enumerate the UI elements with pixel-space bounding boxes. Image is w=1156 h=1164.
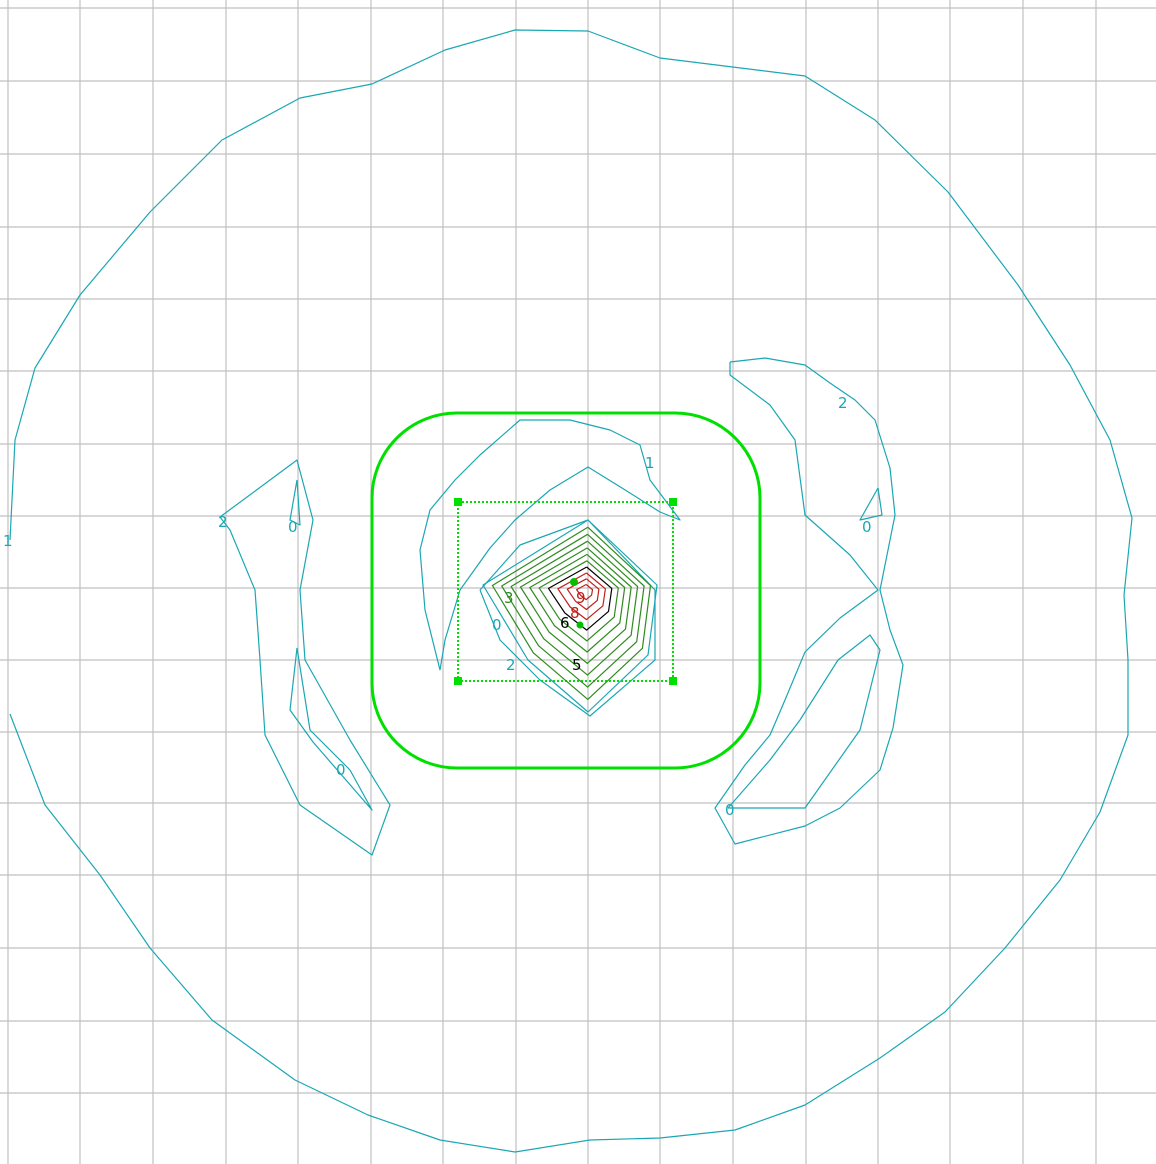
peak-contour-ring — [491, 526, 652, 701]
left-crescent-contour — [219, 459, 391, 856]
contour-labels: 1 2 0 0 1 2 0 0 3 0 2 5 6 9 8 — [3, 394, 872, 819]
right-inner-loop — [727, 634, 881, 809]
secondary-marker[interactable] — [576, 621, 584, 629]
label-1-center: 1 — [645, 454, 655, 472]
label-0-right-bottom: 0 — [725, 801, 735, 819]
peak-contour-ring — [482, 519, 658, 713]
peak-contour-ring — [538, 560, 619, 642]
outer-contour — [9, 29, 1133, 1153]
peak-contour-ring — [519, 547, 632, 665]
label-1-left: 1 — [3, 532, 13, 550]
selection-handle-top-left[interactable] — [454, 498, 462, 506]
peak-contour-ring — [501, 533, 645, 688]
peak-contour-ring — [557, 572, 607, 621]
center-contour-level-0 — [479, 519, 656, 717]
left-inner-loop — [289, 647, 373, 811]
label-2-right: 2 — [838, 394, 848, 412]
selection-handle-bottom-left[interactable] — [454, 677, 462, 685]
selection-handle-top-right[interactable] — [669, 498, 677, 506]
label-8-center: 8 — [570, 604, 580, 622]
right-small-loop — [859, 487, 883, 521]
label-9-center: 9 — [576, 589, 586, 607]
peak-contour-ring — [547, 566, 613, 631]
label-3-center: 3 — [504, 589, 514, 607]
peak-contour-ring — [566, 578, 600, 611]
label-2-center: 2 — [506, 656, 516, 674]
label-0-left-bottom: 0 — [336, 761, 346, 779]
peak-marker[interactable] — [570, 578, 578, 586]
peak-contour-ring — [529, 553, 626, 653]
label-6-center: 6 — [560, 614, 570, 632]
label-0-right-top: 0 — [862, 518, 872, 536]
label-2-left: 2 — [218, 513, 228, 531]
peak-contour-ring — [575, 583, 594, 601]
selection-region[interactable] — [370, 411, 762, 770]
label-0-center: 0 — [492, 616, 502, 634]
center-contour-level-1 — [419, 419, 681, 671]
peak-contour-stack — [482, 519, 658, 713]
peak-contour-ring — [510, 540, 639, 676]
label-0-left-top: 0 — [288, 518, 298, 536]
right-crescent-contour — [714, 357, 904, 845]
selection-handle-bottom-right[interactable] — [669, 677, 677, 685]
label-5-center: 5 — [572, 656, 582, 674]
left-small-loop — [289, 479, 301, 526]
